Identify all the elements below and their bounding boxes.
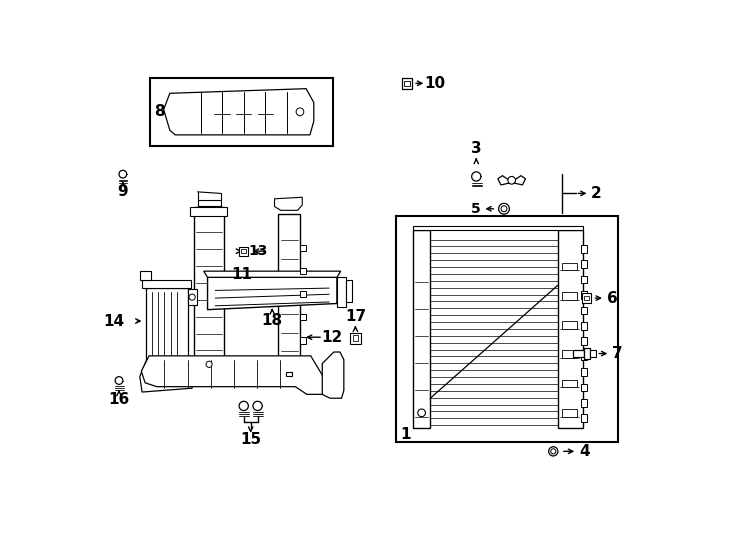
Text: 7: 7 [612, 346, 622, 361]
Bar [582, 294, 591, 303]
Text: 16: 16 [109, 392, 130, 407]
Bar [396, 217, 618, 442]
Bar [581, 276, 587, 284]
Polygon shape [204, 271, 341, 278]
Text: 1: 1 [400, 427, 411, 442]
Bar [278, 214, 300, 359]
Bar [286, 372, 292, 376]
Circle shape [418, 409, 426, 417]
Circle shape [253, 401, 262, 410]
Bar [401, 78, 413, 89]
Bar [562, 380, 577, 387]
Text: 10: 10 [424, 76, 446, 91]
Circle shape [472, 172, 481, 181]
Bar [346, 280, 352, 302]
Bar [558, 230, 583, 428]
Bar [239, 247, 248, 256]
Bar [581, 414, 587, 422]
Bar [573, 350, 584, 357]
Bar [581, 353, 587, 361]
Text: 12: 12 [321, 330, 343, 345]
Bar [300, 314, 306, 320]
Bar [350, 333, 361, 343]
Bar [300, 245, 306, 251]
Bar [581, 322, 587, 330]
Bar [562, 321, 577, 329]
Bar [353, 335, 358, 341]
Polygon shape [322, 352, 344, 398]
Bar [581, 245, 587, 253]
Text: 18: 18 [261, 313, 283, 328]
Text: 4: 4 [580, 444, 590, 459]
Text: 17: 17 [345, 309, 366, 324]
Bar [404, 80, 410, 86]
Bar [150, 78, 333, 146]
Circle shape [508, 177, 515, 184]
Text: 15: 15 [240, 431, 261, 447]
Polygon shape [164, 89, 314, 135]
Bar [413, 226, 583, 230]
Bar [190, 207, 227, 217]
Bar [241, 249, 246, 253]
Bar [584, 348, 590, 359]
Text: 11: 11 [231, 267, 252, 282]
Bar [300, 338, 306, 343]
Text: 9: 9 [117, 184, 128, 199]
Polygon shape [139, 361, 192, 392]
Text: 5: 5 [470, 202, 480, 216]
Bar [581, 368, 587, 376]
Text: 8: 8 [153, 104, 164, 119]
Bar [581, 307, 587, 314]
Circle shape [296, 108, 304, 116]
Circle shape [498, 204, 509, 214]
Bar [192, 372, 207, 381]
Text: 13: 13 [249, 244, 268, 258]
Circle shape [189, 294, 195, 300]
Bar [562, 292, 577, 300]
Polygon shape [208, 278, 337, 309]
Bar [146, 288, 189, 361]
Bar [187, 289, 197, 305]
Circle shape [206, 361, 212, 367]
Bar [142, 280, 191, 288]
Circle shape [550, 449, 556, 454]
Bar [337, 278, 346, 307]
Bar [584, 296, 589, 300]
Bar [139, 271, 151, 280]
Text: 3: 3 [471, 141, 482, 156]
Text: 2: 2 [590, 186, 601, 201]
Polygon shape [498, 176, 526, 185]
Bar [194, 207, 225, 357]
Bar [562, 409, 577, 417]
Bar [590, 350, 597, 356]
Circle shape [501, 206, 507, 212]
Bar [581, 338, 587, 345]
Circle shape [548, 447, 558, 456]
Polygon shape [275, 197, 302, 211]
Bar [562, 350, 577, 358]
Circle shape [239, 401, 248, 410]
Circle shape [115, 377, 123, 384]
Bar [581, 291, 587, 299]
Bar [413, 230, 430, 428]
Bar [562, 262, 577, 271]
Bar [581, 383, 587, 392]
Bar [300, 291, 306, 298]
Bar [300, 268, 306, 274]
Bar [581, 260, 587, 268]
Circle shape [119, 170, 127, 178]
Text: 14: 14 [103, 314, 124, 328]
Bar [581, 399, 587, 407]
Text: 6: 6 [607, 291, 618, 306]
Bar [192, 357, 226, 372]
Bar [197, 200, 221, 206]
Polygon shape [142, 356, 338, 394]
